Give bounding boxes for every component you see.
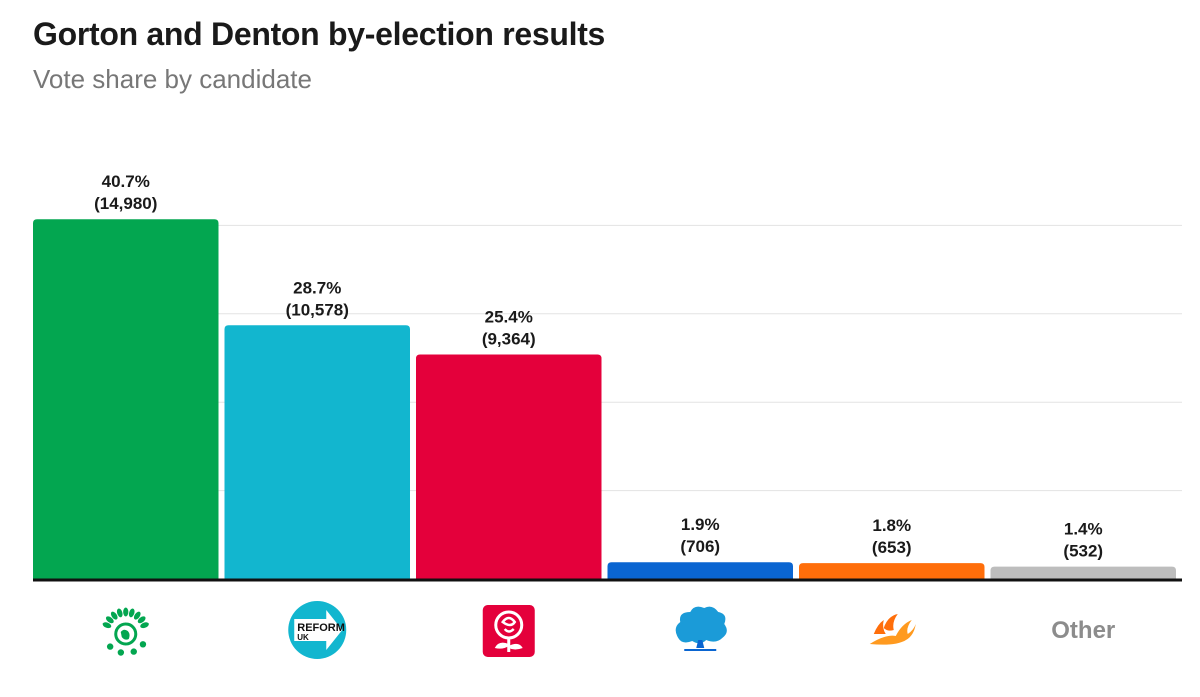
libdem-bird-logo-icon (869, 614, 916, 645)
bar-4 (799, 563, 985, 579)
bar-1 (224, 325, 410, 579)
bar-4-pct-label: 1.8% (872, 516, 911, 535)
other-label: Other (1051, 617, 1115, 644)
bar-3 (607, 562, 793, 579)
bar-4-votes-label: (653) (872, 538, 912, 557)
labour-rose-logo-icon (482, 605, 535, 657)
green-party-logo-icon (102, 607, 149, 656)
bar-2-pct-label: 25.4% (485, 307, 533, 326)
chart-title: Gorton and Denton by-election results (33, 16, 606, 52)
bar-5-pct-label: 1.4% (1064, 520, 1103, 539)
bar-2 (416, 354, 602, 579)
bar-2-votes-label: (9,364) (482, 329, 536, 348)
bar-1-votes-label: (10,578) (286, 300, 349, 319)
bar-5-votes-label: (532) (1063, 542, 1103, 561)
reform-logo-subtext: UK (297, 633, 309, 642)
bar-3-pct-label: 1.9% (681, 515, 720, 534)
bar-0 (33, 219, 219, 579)
bar-5 (990, 566, 1176, 579)
bar-3-votes-label: (706) (680, 537, 720, 556)
bar-0-votes-label: (14,980) (94, 194, 157, 213)
bars (33, 219, 1176, 579)
chart-subtitle: Vote share by candidate (33, 64, 312, 94)
other-label: Other (1051, 617, 1115, 644)
bar-0-pct-label: 40.7% (102, 172, 150, 191)
conservative-tree-logo-icon (675, 606, 727, 651)
reform-logo-text: REFORM (297, 622, 345, 634)
bar-1-pct-label: 28.7% (293, 278, 341, 297)
value-labels: 40.7% (14,980) 28.7% (10,578) 25.4% (9,364) 1.… (94, 172, 1103, 560)
